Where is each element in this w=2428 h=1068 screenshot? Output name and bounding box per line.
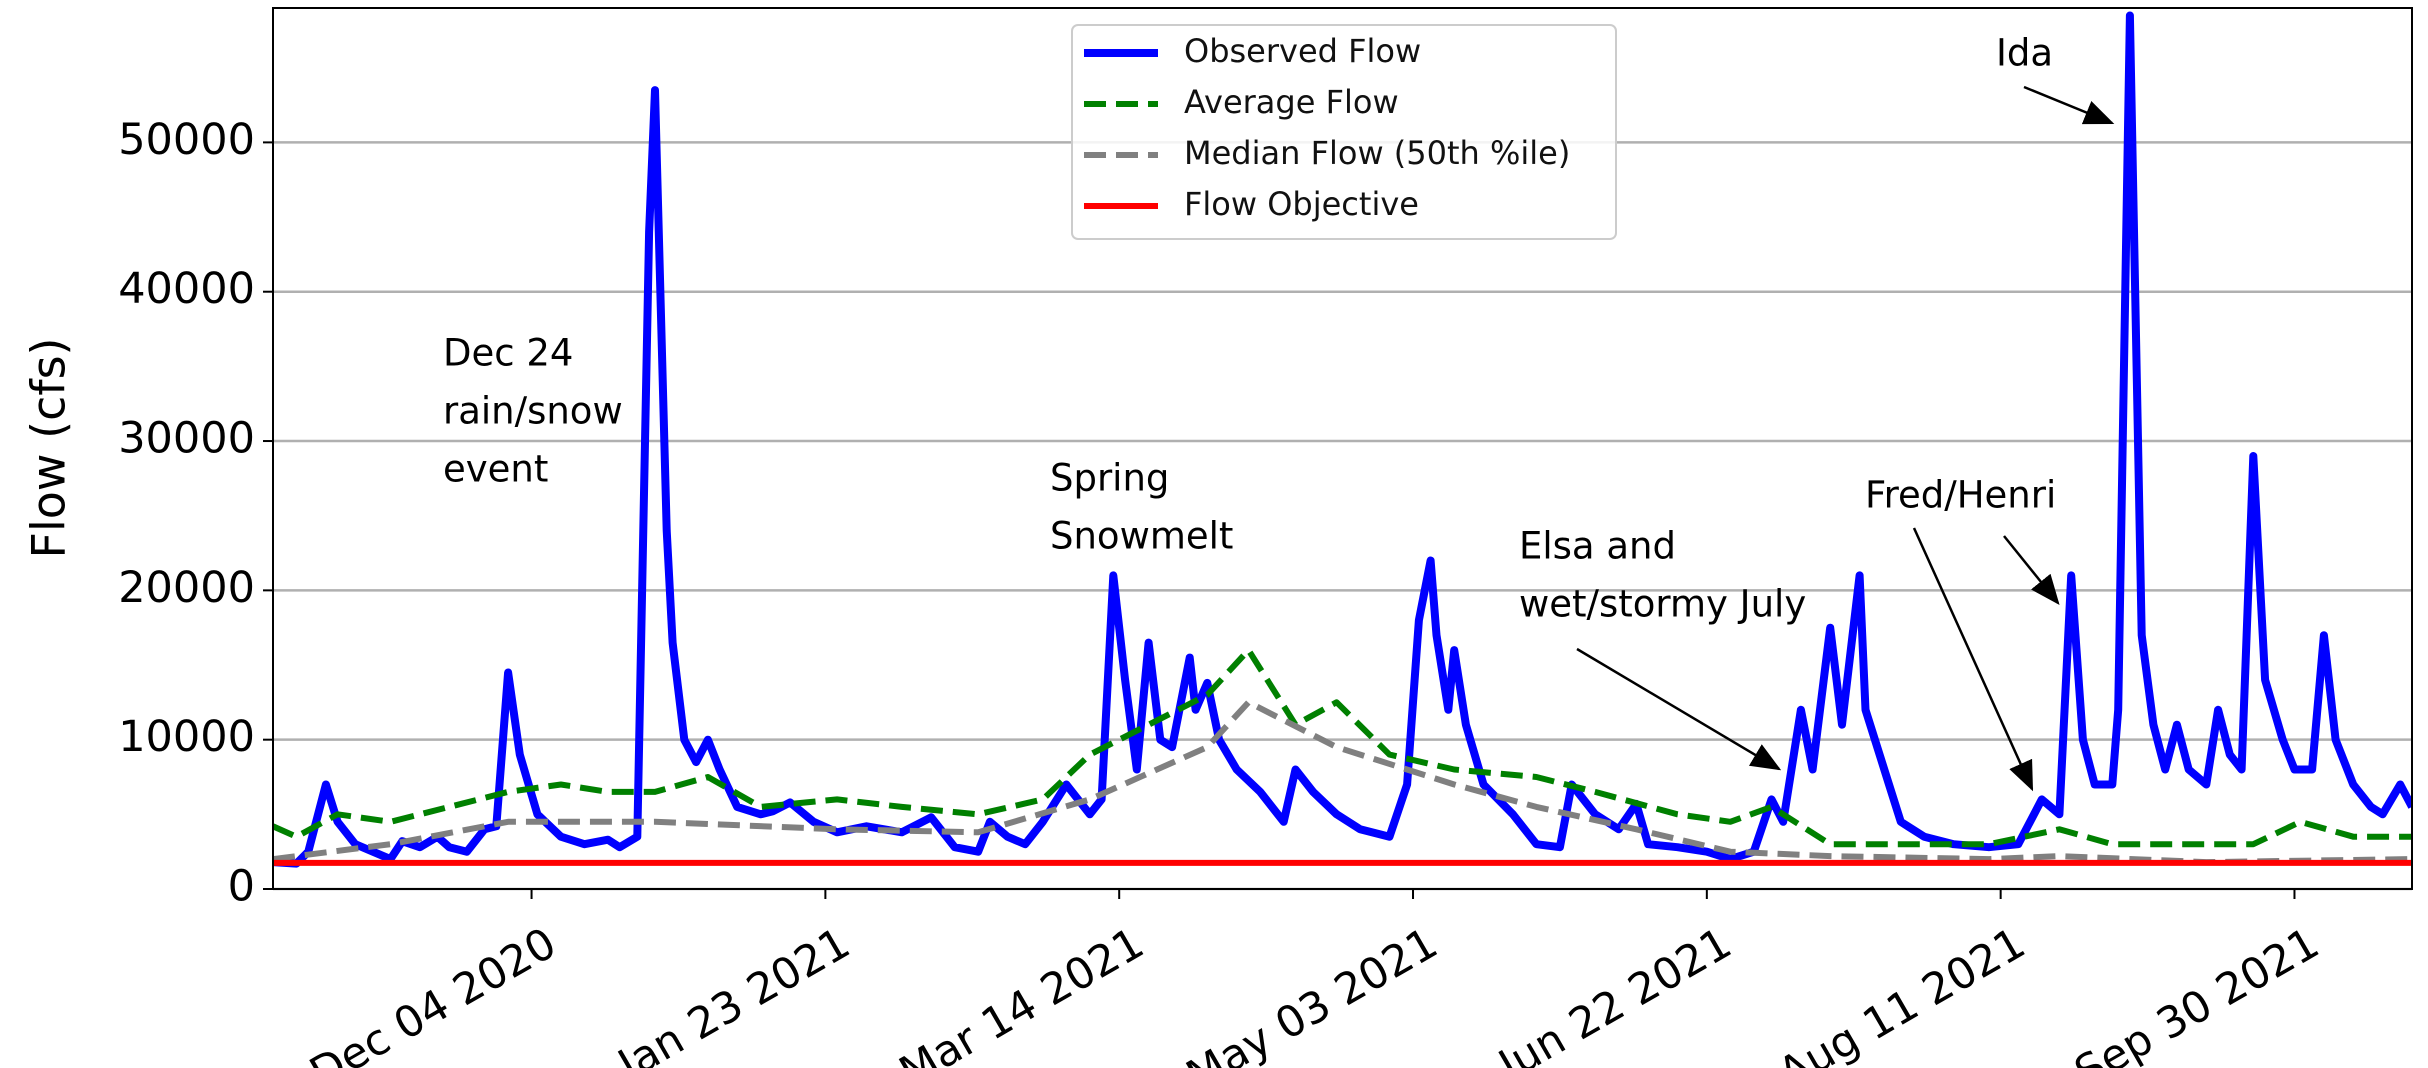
arrow — [2003, 535, 2060, 605]
plot-frame — [272, 7, 2413, 890]
y-tick-label: 50000 — [118, 115, 255, 165]
series-line — [273, 11, 2412, 868]
annotation: rain/snow — [443, 390, 623, 433]
annotation: Fred/Henri — [1865, 474, 2056, 517]
annotation: Ida — [1996, 32, 2053, 75]
legend-label: Average Flow — [1184, 83, 1399, 121]
series-line — [273, 647, 2412, 848]
annotation: event — [443, 448, 548, 491]
arrow — [1912, 527, 2034, 792]
legend-label: Observed Flow — [1184, 32, 1421, 70]
annotation: wet/stormy July — [1519, 583, 1806, 626]
y-tick-label: 0 — [228, 862, 255, 912]
y-axis-label: Flow (cfs) — [22, 338, 76, 559]
plot-lines — [273, 11, 2412, 868]
annotation: Elsa and — [1519, 525, 1676, 568]
legend-label: Flow Objective — [1184, 185, 1419, 223]
y-tick-label: 40000 — [118, 264, 255, 314]
series-line — [273, 699, 2412, 866]
legend: Observed Flow Average Flow Median Flow (50… — [1071, 24, 1617, 240]
annotation: Snowmelt — [1050, 515, 1233, 558]
legend-label: Median Flow (50th %ile) — [1184, 134, 1570, 172]
y-tick-label: 20000 — [118, 563, 255, 613]
annotations: Dec 24 rain/snow event Spring Snowmelt Elsa a… — [443, 32, 2115, 792]
arrow — [1576, 647, 1782, 771]
annotation: Spring — [1050, 457, 1169, 500]
arrow — [2023, 85, 2115, 125]
annotation: Dec 24 — [443, 332, 573, 375]
y-tick-label: 30000 — [118, 414, 255, 464]
y-tick-label: 10000 — [118, 712, 255, 762]
legend-box — [1071, 24, 1617, 240]
